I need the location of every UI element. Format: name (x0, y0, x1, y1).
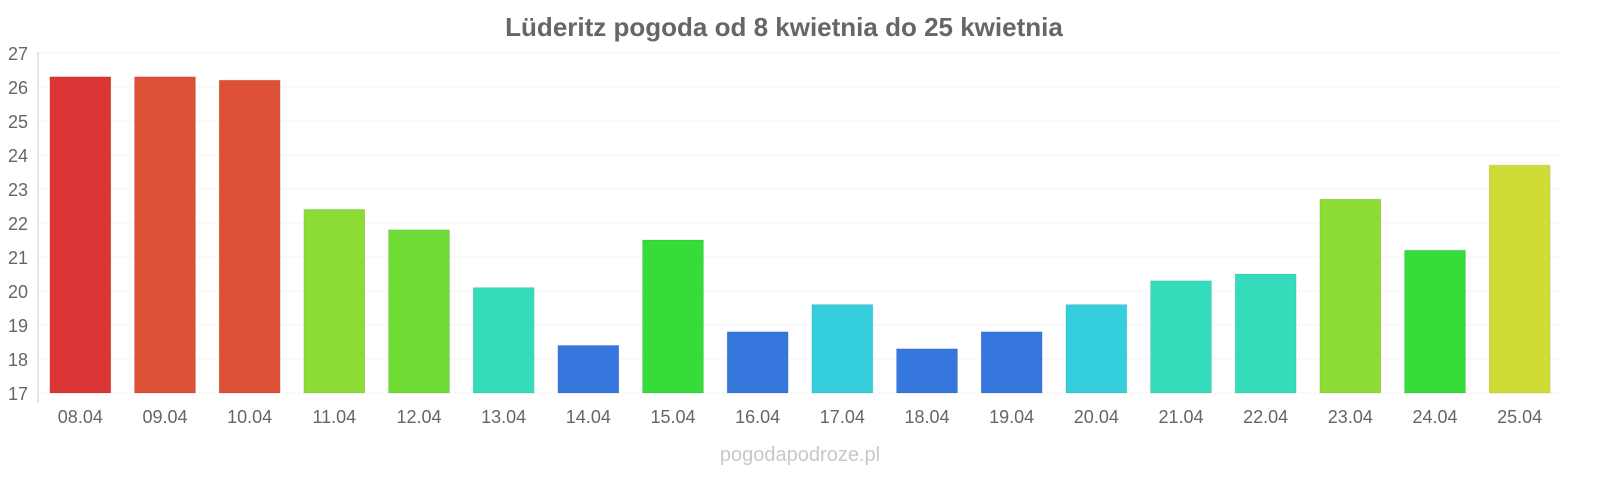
bar-11.04[interactable] (303, 208, 366, 394)
y-tick-label: 26 (8, 78, 28, 98)
bar-24.04[interactable] (1404, 249, 1466, 394)
x-tick-label: 18.04 (904, 407, 949, 427)
bar-09.04[interactable] (134, 76, 196, 394)
x-tick-label: 24.04 (1412, 407, 1457, 427)
y-tick-label: 20 (8, 282, 28, 302)
bar-17.04[interactable] (811, 304, 874, 394)
bars (49, 76, 1551, 394)
chart-title: Lüderitz pogoda od 8 kwietnia do 25 kwie… (505, 12, 1063, 42)
y-tick-label: 23 (8, 180, 28, 200)
bar-14.04[interactable] (557, 344, 620, 394)
grid (38, 52, 1562, 394)
y-tick-label: 25 (8, 112, 28, 132)
bar-15.04[interactable] (642, 239, 704, 394)
x-tick-label: 21.04 (1158, 407, 1203, 427)
bar-10.04[interactable] (218, 79, 281, 394)
y-tick-label: 21 (8, 248, 28, 268)
x-tick-label: 12.04 (396, 407, 441, 427)
bar-16.04[interactable] (726, 331, 789, 394)
bar-13.04[interactable] (472, 287, 535, 394)
x-tick-label: 17.04 (820, 407, 865, 427)
bar-19.04[interactable] (980, 331, 1043, 394)
bar-18.04[interactable] (896, 348, 958, 394)
y-tick-label: 27 (8, 44, 28, 64)
x-tick-label: 23.04 (1328, 407, 1373, 427)
x-tick-label: 16.04 (735, 407, 780, 427)
x-tick-label: 09.04 (142, 407, 187, 427)
x-tick-label: 22.04 (1243, 407, 1288, 427)
x-tick-label: 14.04 (566, 407, 611, 427)
bar-20.04[interactable] (1065, 304, 1128, 394)
x-tick-label: 10.04 (227, 407, 272, 427)
watermark: pogodapodroze.pl (720, 444, 880, 466)
x-tick-label: 19.04 (989, 407, 1034, 427)
bar-23.04[interactable] (1319, 198, 1382, 394)
bar-08.04[interactable] (49, 76, 112, 394)
x-tick-label: 25.04 (1497, 407, 1542, 427)
bar-21.04[interactable] (1150, 280, 1212, 394)
y-tick-label: 24 (8, 146, 28, 166)
y-tick-label: 22 (8, 214, 28, 234)
bar-12.04[interactable] (388, 229, 450, 394)
x-tick-label: 15.04 (650, 407, 695, 427)
bar-22.04[interactable] (1234, 273, 1297, 394)
x-tick-label: 11.04 (312, 407, 356, 427)
y-tick-label: 17 (8, 384, 28, 404)
x-tick-label: 08.04 (58, 407, 103, 427)
bar-25.04[interactable] (1488, 164, 1551, 394)
y-tick-label: 19 (8, 316, 28, 336)
y-axis: 17 18 19 20 21 22 23 24 25 26 27 (8, 44, 28, 404)
y-tick-label: 18 (8, 350, 28, 370)
x-tick-label: 13.04 (481, 407, 526, 427)
x-tick-label: 20.04 (1074, 407, 1119, 427)
x-axis: 08.04 09.04 10.04 11.04 12.04 13.04 14.04 15.04… (58, 407, 1542, 427)
